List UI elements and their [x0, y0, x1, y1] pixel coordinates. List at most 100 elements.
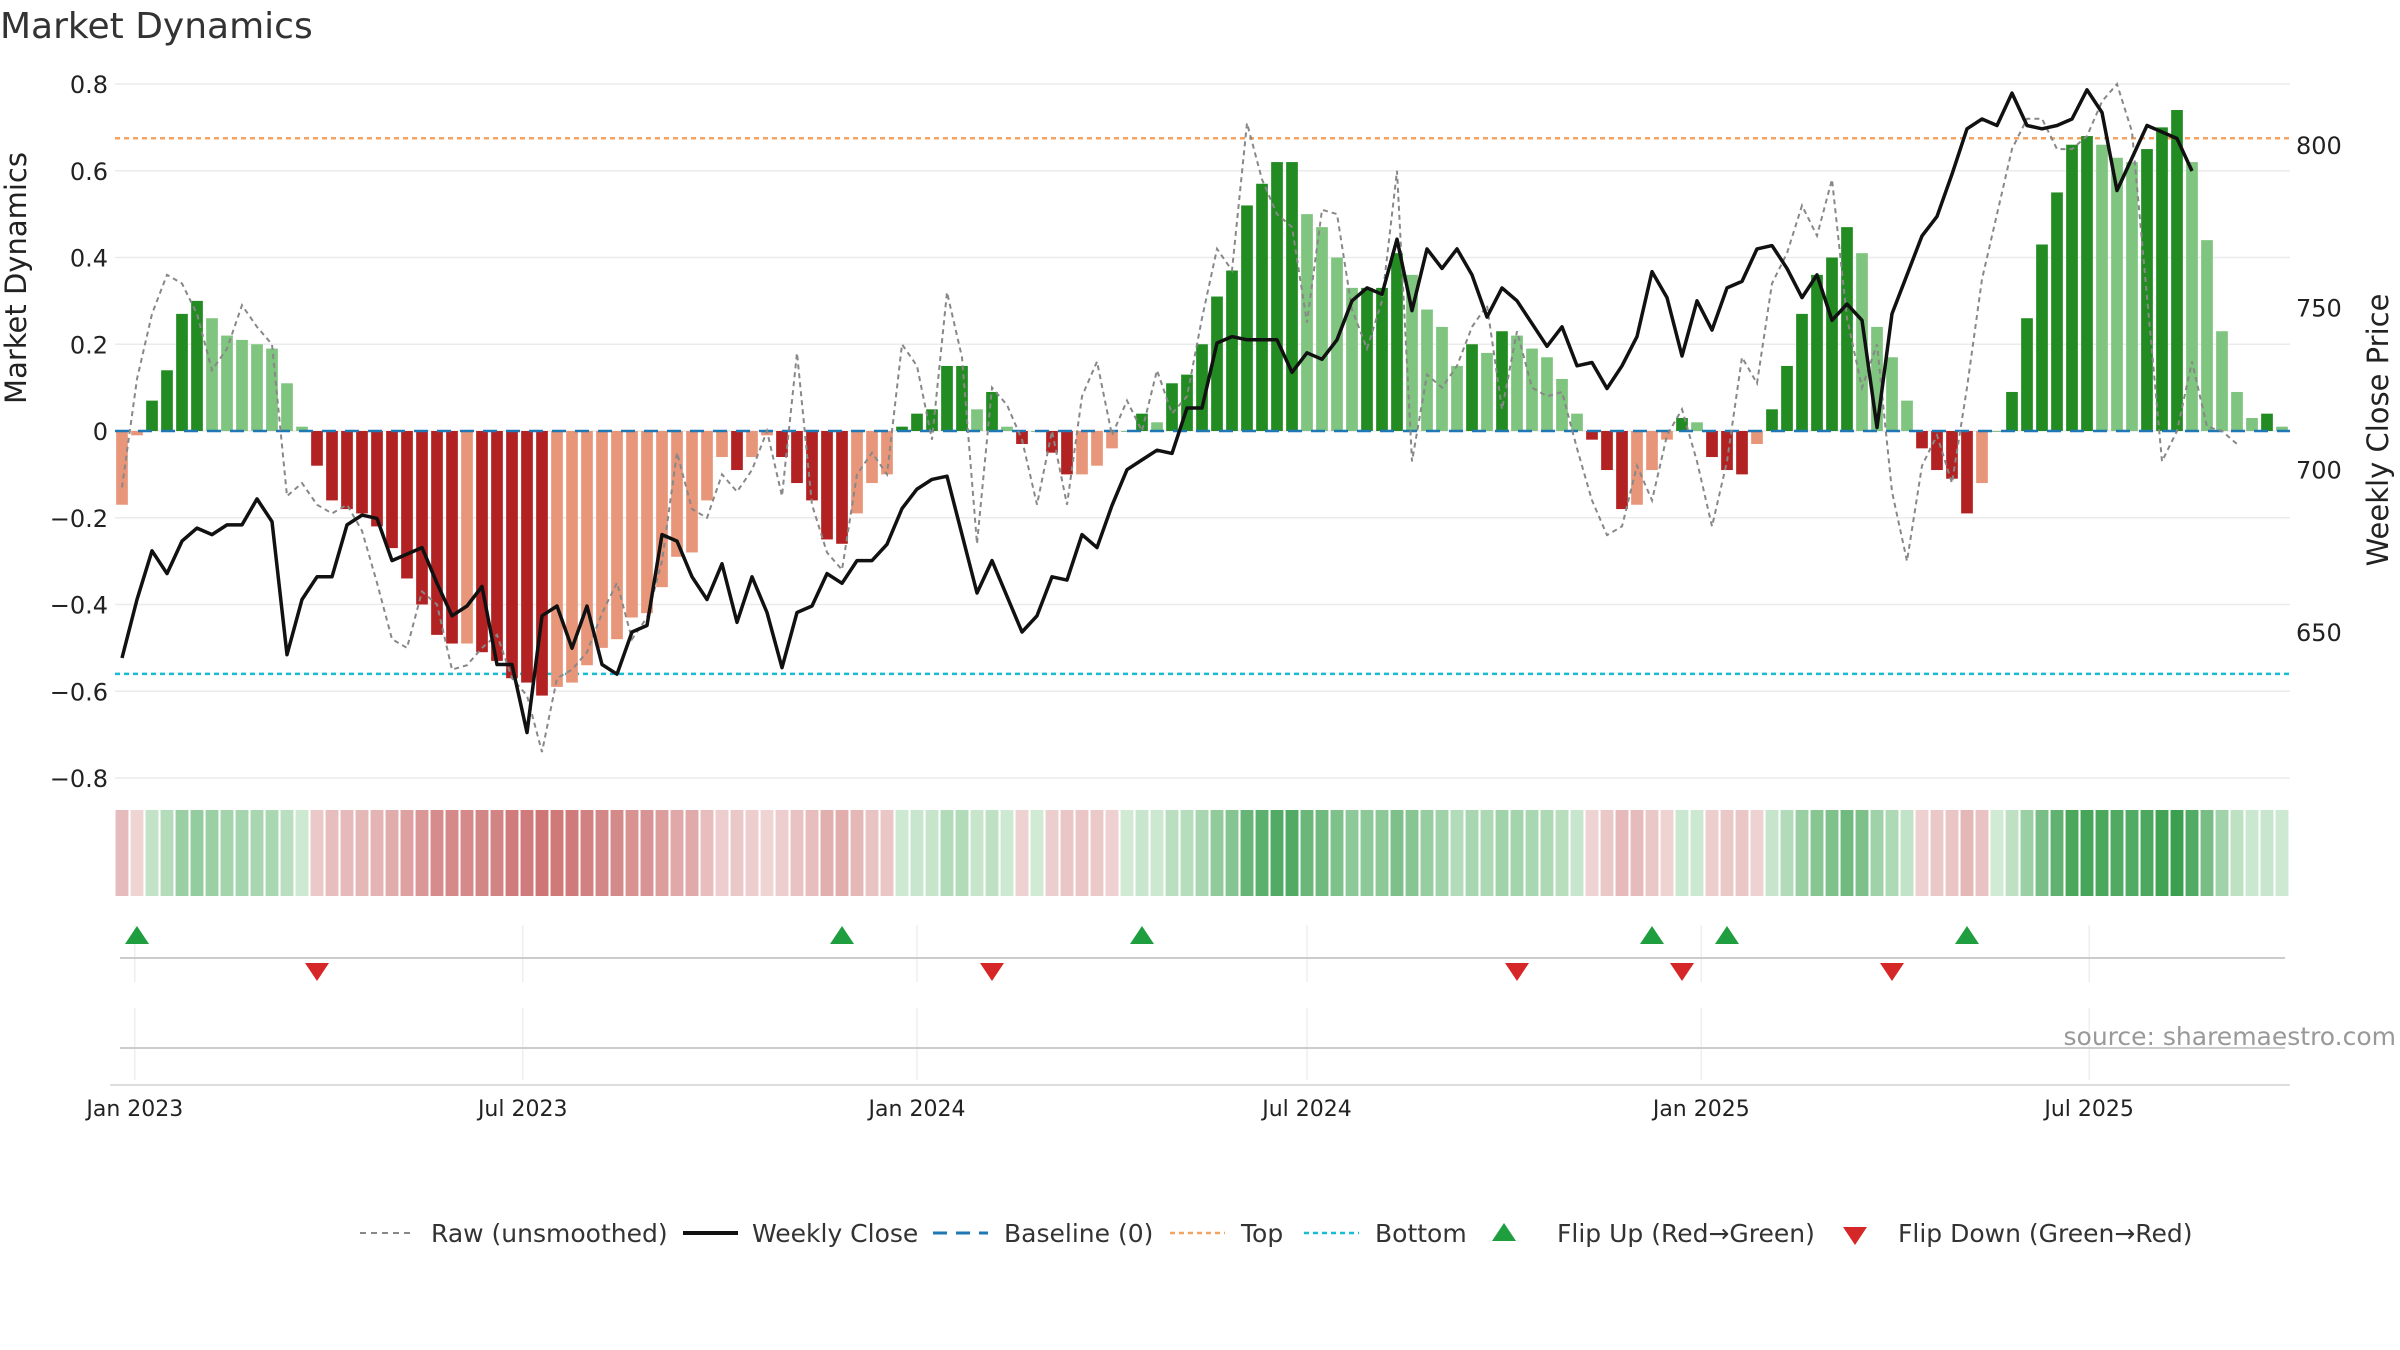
dynamics-bar	[1166, 383, 1178, 431]
strip-cell	[685, 810, 699, 896]
flip-up-marker	[1715, 926, 1739, 944]
strip-cell	[985, 810, 999, 896]
strip-cell	[970, 810, 984, 896]
dynamics-bar	[1256, 183, 1268, 431]
dynamics-bar	[911, 413, 923, 431]
dynamics-bar	[1451, 365, 1463, 431]
dynamics-bar	[1406, 274, 1418, 431]
dynamics-bar	[941, 365, 953, 431]
strip-cell	[745, 810, 759, 896]
dynamics-bar	[431, 431, 443, 635]
strip-cell	[205, 810, 219, 896]
legend: Raw (unsmoothed) Weekly Close Baseline (…	[360, 1219, 2193, 1248]
strip-cell	[1405, 810, 1419, 896]
dynamics-bar	[2051, 192, 2063, 431]
strip-cell	[880, 810, 894, 896]
dynamics-bar	[581, 431, 593, 666]
strip-cell	[280, 810, 294, 896]
legend-raw-label: Raw (unsmoothed)	[431, 1219, 668, 1248]
dynamics-bar	[821, 431, 833, 540]
strip-cell	[1945, 810, 1959, 896]
dynamics-bar	[1976, 431, 1988, 484]
dynamics-bar	[881, 431, 893, 475]
strip-cell	[1675, 810, 1689, 896]
strip-cell	[1540, 810, 1554, 896]
strip-cell	[325, 810, 339, 896]
strip-cell	[1810, 810, 1824, 896]
strip-cell	[1960, 810, 1974, 896]
dynamics-bar	[2111, 157, 2123, 432]
strip-cell	[1690, 810, 1704, 896]
dynamics-bar	[326, 431, 338, 501]
strip-cell	[1735, 810, 1749, 896]
strip-cell	[1390, 810, 1404, 896]
strip-cell	[115, 810, 129, 896]
strip-cell	[670, 810, 684, 896]
strip-cell	[400, 810, 414, 896]
dynamics-bar	[116, 431, 128, 505]
dynamics-bar	[191, 300, 203, 431]
dynamics-bar	[701, 431, 713, 501]
strip-cell	[2140, 810, 2154, 896]
x-tick-label: Jan 2024	[867, 1097, 966, 1122]
dynamics-bar	[1736, 431, 1748, 475]
dynamics-bar	[1106, 431, 1118, 449]
dynamics-bar	[2006, 391, 2018, 431]
dynamics-bar	[656, 431, 668, 588]
flip-up-marker	[1640, 926, 1664, 944]
dynamics-bar	[266, 348, 278, 431]
strip-cell	[2035, 810, 2049, 896]
strip-cell	[1435, 810, 1449, 896]
legend-bottom-label: Bottom	[1375, 1219, 1467, 1248]
legend-top-label: Top	[1240, 1219, 1283, 1248]
dynamics-bar	[626, 431, 638, 618]
flip-markers	[125, 926, 1979, 981]
dynamics-bar	[416, 431, 428, 605]
strip-cell	[2095, 810, 2109, 896]
dynamics-bar	[2276, 426, 2288, 431]
dynamics-bar	[2171, 110, 2183, 432]
dynamics-bar	[1766, 409, 1778, 431]
strip-cell	[1105, 810, 1119, 896]
strip-cell	[2005, 810, 2019, 896]
dynamics-bar	[1916, 431, 1928, 449]
strip-cell	[1360, 810, 1374, 896]
flip-down-marker	[305, 963, 329, 981]
dynamics-bar	[146, 400, 158, 431]
strip-cell	[655, 810, 669, 896]
strip-cell	[1930, 810, 1944, 896]
strip-cell	[2080, 810, 2094, 896]
strip-cell	[1420, 810, 1434, 896]
flip-down-marker	[1505, 963, 1529, 981]
dynamics-bar	[1526, 348, 1538, 431]
strip-cell	[2050, 810, 2064, 896]
dynamics-bar	[401, 431, 413, 579]
dynamics-bar	[1961, 431, 1973, 514]
strip-cell	[1630, 810, 1644, 896]
dynamics-bar	[866, 431, 878, 484]
strip-cell	[1825, 810, 1839, 896]
dynamics-bar	[986, 391, 998, 431]
left-tick-label: −0.6	[50, 678, 108, 706]
dynamics-bar	[896, 426, 908, 431]
strip-cell	[1660, 810, 1674, 896]
regime-color-strip	[115, 810, 2289, 896]
strip-cell	[925, 810, 939, 896]
flip-up-marker	[830, 926, 854, 944]
strip-cell	[1570, 810, 1584, 896]
strip-cell	[1450, 810, 1464, 896]
strip-cell	[1510, 810, 1524, 896]
legend-close-label: Weekly Close	[752, 1219, 918, 1248]
flip-up-marker	[1955, 926, 1979, 944]
dynamics-bar	[461, 431, 473, 644]
strip-cell	[1015, 810, 1029, 896]
right-axis-label: Weekly Close Price	[2361, 294, 2395, 567]
left-tick-label: 0.2	[70, 331, 108, 359]
strip-cell	[1465, 810, 1479, 896]
dynamics-bar	[1196, 344, 1208, 431]
strip-cell	[130, 810, 144, 896]
dynamics-bar	[971, 409, 983, 431]
strip-cell	[2200, 810, 2214, 896]
dynamics-bar	[1646, 431, 1658, 471]
dynamics-bar	[521, 431, 533, 683]
